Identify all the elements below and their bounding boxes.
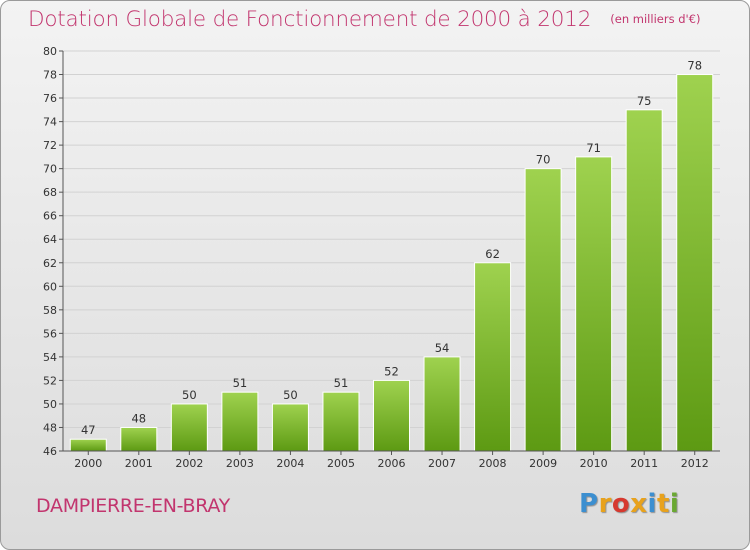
x-tick-label: 2006 — [378, 457, 406, 470]
x-tick-label: 2003 — [226, 457, 254, 470]
y-tick-label: 78 — [43, 69, 57, 82]
bar — [271, 403, 309, 452]
x-tick-label: 2011 — [630, 457, 658, 470]
y-tick-label: 64 — [43, 233, 57, 246]
y-tick-label: 52 — [43, 374, 57, 387]
x-tick-label: 2008 — [479, 457, 507, 470]
bar — [170, 403, 208, 452]
city-name: DAMPIERRE-EN-BRAY — [36, 495, 230, 517]
bar-value-label: 52 — [384, 364, 399, 378]
y-tick-label: 58 — [43, 304, 57, 317]
bar-value-label: 75 — [637, 94, 652, 108]
labels: 46 48 50 52 54 56 58 60 62 64 66 68 70 72 74 76 78 80 47 20… — [43, 45, 709, 470]
bar — [625, 109, 663, 452]
bars — [69, 74, 714, 452]
x-tick-label: 2012 — [681, 457, 709, 470]
bar — [423, 356, 461, 452]
brand-letter: P — [579, 489, 599, 519]
y-tick-label: 68 — [43, 186, 57, 199]
y-tick-label: 66 — [43, 210, 57, 223]
y-tick-label: 70 — [43, 163, 57, 176]
bar-value-label: 71 — [586, 141, 601, 155]
y-tick-label: 72 — [43, 139, 57, 152]
y-tick-label: 62 — [43, 257, 57, 270]
x-tick-label: 2005 — [327, 457, 355, 470]
bar — [120, 426, 158, 452]
y-tick-label: 74 — [43, 116, 57, 129]
y-tick-label: 54 — [43, 351, 57, 364]
brand-logo: Proxiti — [579, 489, 679, 519]
bar — [373, 379, 410, 452]
bar-value-label: 48 — [131, 411, 146, 425]
bar-value-label: 50 — [283, 388, 298, 402]
bar-value-label: 54 — [435, 341, 450, 355]
x-tick-label: 2002 — [175, 457, 203, 470]
bar — [676, 74, 714, 452]
bar-value-label: 78 — [687, 59, 702, 73]
brand-letter: r — [598, 489, 612, 519]
bar — [221, 391, 259, 452]
y-tick-label: 60 — [43, 280, 57, 293]
chart-unit: (en milliers d'€) — [610, 12, 701, 26]
chart-title: Dotation Globale de Fonctionnement de 20… — [28, 7, 592, 32]
bar — [474, 262, 512, 452]
axes — [59, 50, 720, 455]
brand-letter: i — [669, 489, 680, 519]
bar-value-label: 70 — [536, 153, 551, 167]
x-tick-label: 2000 — [74, 457, 102, 470]
y-tick-label: 50 — [43, 398, 57, 411]
y-tick-label: 76 — [43, 92, 57, 105]
bar — [524, 168, 562, 452]
chart-title-row: Dotation Globale de Fonctionnement de 20… — [28, 7, 700, 32]
bar-value-label: 51 — [233, 376, 248, 390]
y-tick-label: 80 — [43, 45, 57, 58]
x-tick-label: 2010 — [580, 457, 608, 470]
y-tick-label: 46 — [43, 445, 57, 458]
bar — [575, 156, 613, 452]
brand-letter: o — [611, 489, 631, 519]
bar-value-label: 62 — [485, 247, 500, 261]
bar — [322, 391, 360, 452]
bar-value-label: 50 — [182, 388, 197, 402]
bar-value-label: 51 — [334, 376, 349, 390]
x-tick-label: 2001 — [125, 457, 153, 470]
x-tick-label: 2007 — [428, 457, 456, 470]
bar — [69, 438, 107, 452]
brand-letter: x — [630, 489, 648, 519]
brand-letter: t — [656, 489, 670, 519]
x-tick-label: 2009 — [529, 457, 557, 470]
y-tick-label: 56 — [43, 327, 57, 340]
y-tick-label: 48 — [43, 421, 57, 434]
brand-letter: i — [647, 489, 657, 519]
bar-value-label: 47 — [81, 423, 96, 437]
x-tick-label: 2004 — [276, 457, 304, 470]
